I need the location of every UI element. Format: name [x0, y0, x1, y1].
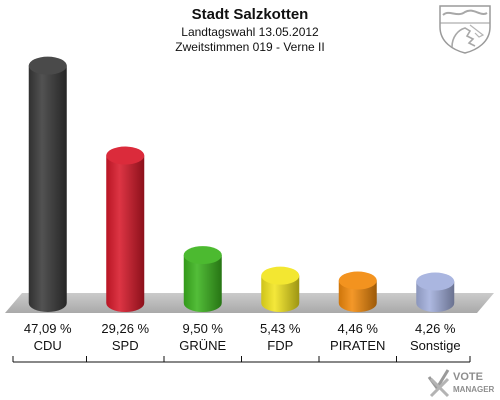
value-label: 9,50 %	[182, 321, 223, 336]
bar-piraten	[338, 271, 377, 312]
bar-cdu	[28, 56, 67, 312]
bar-grüne	[183, 246, 222, 312]
chart-title: Stadt Salzkotten	[191, 6, 309, 23]
coat-of-arms-icon	[439, 5, 491, 54]
chart-caption: Zweitstimmen 019 - Verne II	[175, 40, 325, 54]
bar-sonstige	[416, 272, 455, 312]
category-label: Sonstige	[409, 338, 461, 353]
category-label: SPD	[111, 338, 139, 353]
watermark-logo: VOTE MANAGER	[427, 369, 495, 398]
value-label: 4,46 %	[337, 321, 378, 336]
value-label: 29,26 %	[101, 321, 150, 336]
value-label: 5,43 %	[260, 321, 301, 336]
chart-subtitle: Landtagswahl 13.05.2012	[181, 25, 319, 39]
category-label: GRÜNE	[179, 338, 227, 353]
category-label: FDP	[267, 338, 294, 353]
bar-fdp	[261, 266, 300, 312]
value-label: 4,26 %	[415, 321, 456, 336]
category-label: PIRATEN	[330, 338, 386, 353]
checkmark-x-icon	[427, 369, 450, 398]
category-label: CDU	[33, 338, 62, 353]
watermark-line2: MANAGER	[453, 385, 495, 394]
bar-spd	[106, 146, 145, 312]
value-label: 47,09 %	[23, 321, 72, 336]
watermark-line1: VOTE	[453, 371, 483, 383]
